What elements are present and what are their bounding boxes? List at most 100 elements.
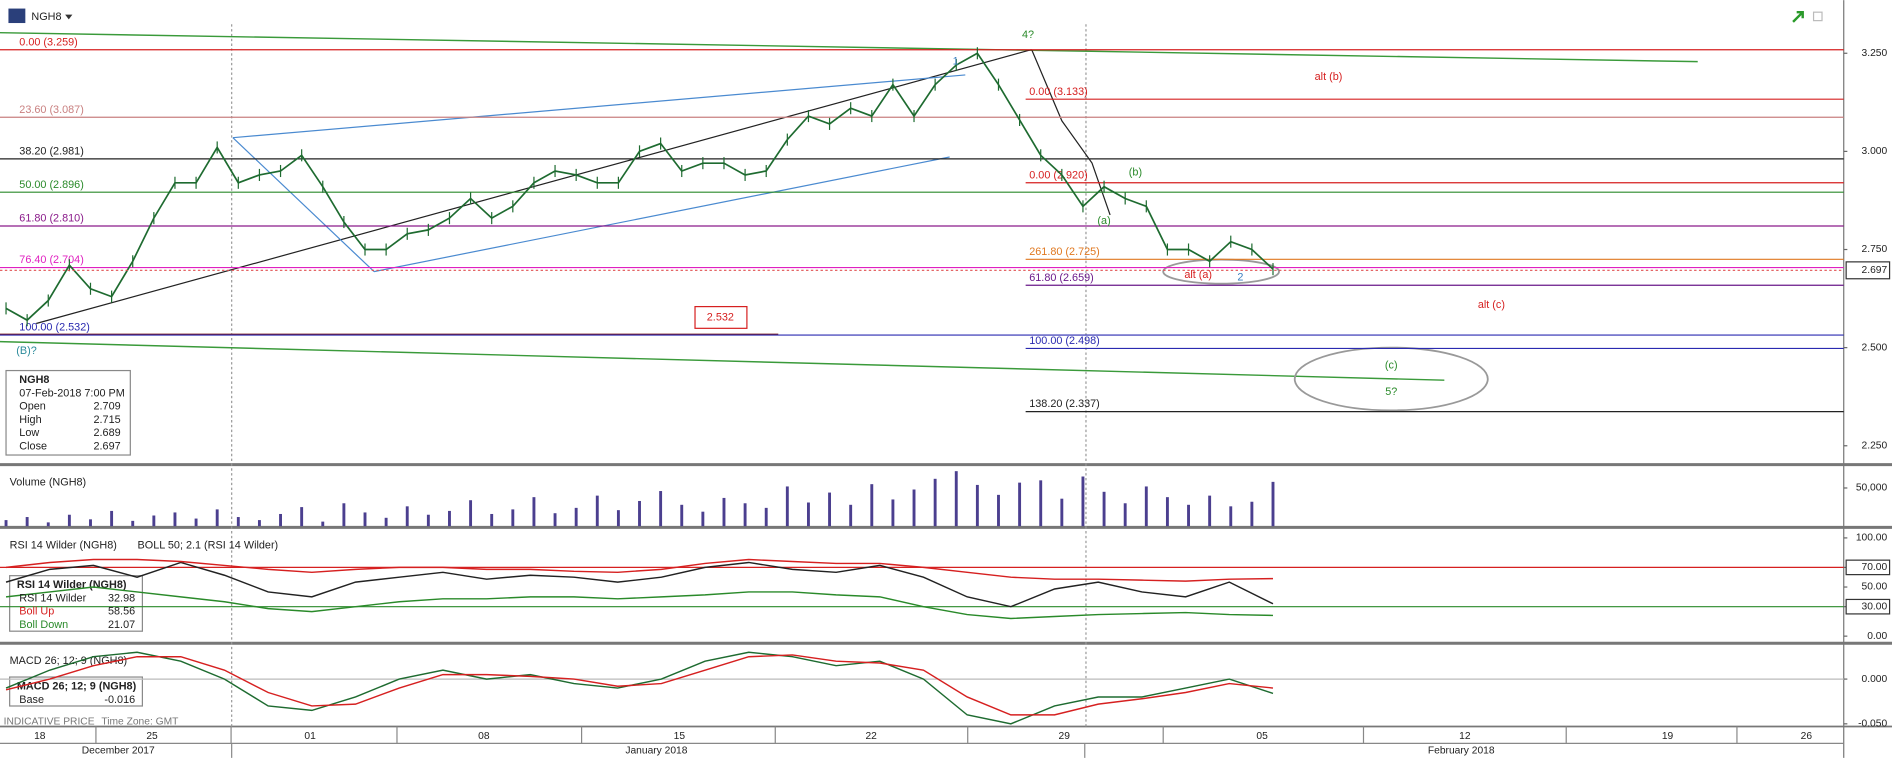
wave-label: alt (b)	[1315, 71, 1343, 83]
volume-bar	[342, 503, 346, 527]
fib-label: 0.00 (3.259)	[19, 36, 77, 48]
volume-bar	[722, 497, 726, 527]
readout-value: -0.016	[104, 694, 135, 706]
x-tick-label: 15	[674, 731, 686, 742]
volume-bar	[490, 513, 494, 527]
volume-bar	[975, 484, 979, 527]
volume-bar	[595, 495, 599, 527]
volume-bar	[110, 510, 114, 527]
readout-value: 2.715	[94, 414, 121, 426]
fib-label: 23.60 (3.087)	[19, 104, 84, 116]
indicator-line	[5, 586, 1274, 620]
wave-label: (B)?	[16, 345, 37, 357]
volume-bar	[659, 491, 663, 527]
wave-label: alt (c)	[1478, 299, 1505, 311]
volume-bar	[912, 489, 916, 527]
trend-icon[interactable]	[1792, 10, 1804, 23]
volume-bar	[215, 509, 219, 527]
readout-box	[5, 369, 131, 456]
volume-bar	[405, 506, 409, 527]
footer-timezone: Time Zone: GMT	[101, 716, 179, 727]
readout-value: 2.689	[94, 427, 121, 439]
macd-readout-title: MACD 26; 12; 9 (NGH8)	[17, 681, 137, 693]
indicator-line	[5, 558, 1274, 582]
x-tick-label: 26	[1801, 731, 1813, 742]
volume-bar	[152, 515, 156, 527]
volume-bar	[997, 494, 1000, 527]
indicator-line	[5, 654, 1274, 716]
readout-value: 21.07	[108, 619, 135, 631]
wave-label: alt (a)	[1184, 269, 1212, 281]
month-label: January 2018	[625, 745, 687, 756]
volume-bar	[426, 514, 430, 527]
volume-bar	[1039, 480, 1043, 527]
volume-bar	[870, 484, 874, 527]
volume-bar	[46, 522, 50, 527]
fib-label: 76.40 (2.704)	[19, 254, 84, 266]
fib-label: 100.00 (2.532)	[19, 322, 90, 334]
window-icon[interactable]	[1812, 11, 1823, 22]
volume-bar	[1271, 481, 1275, 527]
x-tick-label: 12	[1459, 731, 1471, 742]
volume-bar	[1060, 498, 1064, 527]
volume-bar	[743, 503, 747, 527]
volume-bar	[1081, 476, 1085, 527]
readout-label: High	[19, 414, 41, 426]
footer-note: INDICATIVE PRICE	[4, 716, 95, 727]
last-price-label: 2.697	[1862, 265, 1888, 276]
readout-value: 32.98	[108, 592, 135, 604]
volume-bar	[321, 521, 325, 527]
volume-bar	[1144, 486, 1148, 527]
volume-bar	[67, 514, 71, 527]
x-tick-label: 18	[34, 731, 46, 742]
volume-bar	[1123, 503, 1127, 527]
volume-bar	[574, 507, 578, 527]
volume-bar	[553, 513, 557, 527]
y-tick-label: 70.00	[1862, 562, 1888, 573]
y-tick-label: 2.500	[1862, 342, 1888, 353]
volume-bar	[1102, 491, 1106, 527]
tick-box	[1845, 598, 1891, 615]
volume-bar	[933, 478, 937, 527]
volume-bar	[828, 492, 832, 527]
volume-bar	[954, 471, 958, 527]
volume-bar	[1187, 504, 1190, 527]
month-label: February 2018	[1428, 745, 1495, 756]
readout-label: RSI 14 Wilder	[19, 592, 86, 604]
volume-bar	[384, 517, 388, 527]
volume-bar	[194, 518, 198, 527]
dropdown-arrow[interactable]	[65, 14, 73, 20]
x-tick-label: 25	[146, 731, 158, 742]
volume-bar	[89, 519, 92, 527]
volume-bar	[1208, 495, 1212, 527]
readout-label: Base	[19, 694, 44, 706]
volume-bar	[257, 520, 261, 527]
readout-label: Low	[19, 427, 39, 439]
macd-title: MACD 26; 12; 9 (NGH8)	[10, 655, 128, 667]
wave-label: 4?	[1022, 29, 1034, 41]
wave-label: (a)	[1097, 215, 1110, 227]
fib-label: 100.00 (2.498)	[1029, 335, 1100, 347]
y-tick-label: 100.00	[1856, 533, 1888, 544]
y-tick-label: 0.00	[1867, 631, 1887, 642]
wave-label: 2	[1237, 272, 1243, 284]
x-tick-label: 01	[304, 731, 316, 742]
symbol[interactable]: NGH8	[31, 11, 61, 23]
readout-symbol: NGH8	[19, 374, 49, 386]
x-tick-label: 19	[1662, 731, 1674, 742]
symbol-icon[interactable]	[8, 8, 26, 24]
y-tick-label: 3.000	[1862, 146, 1888, 157]
rsi-readout-box	[9, 575, 143, 632]
volume-bar	[1250, 501, 1254, 527]
wave-label: 1	[953, 56, 959, 68]
fib-label: 0.00 (2.920)	[1029, 169, 1087, 181]
readout-label: Open	[19, 401, 46, 413]
volume-bar	[806, 502, 810, 527]
volume-bar	[701, 511, 705, 527]
y-tick-label: 50,000	[1856, 483, 1888, 494]
volume-bar	[785, 486, 789, 527]
fib-label: 138.20 (2.337)	[1029, 398, 1100, 410]
